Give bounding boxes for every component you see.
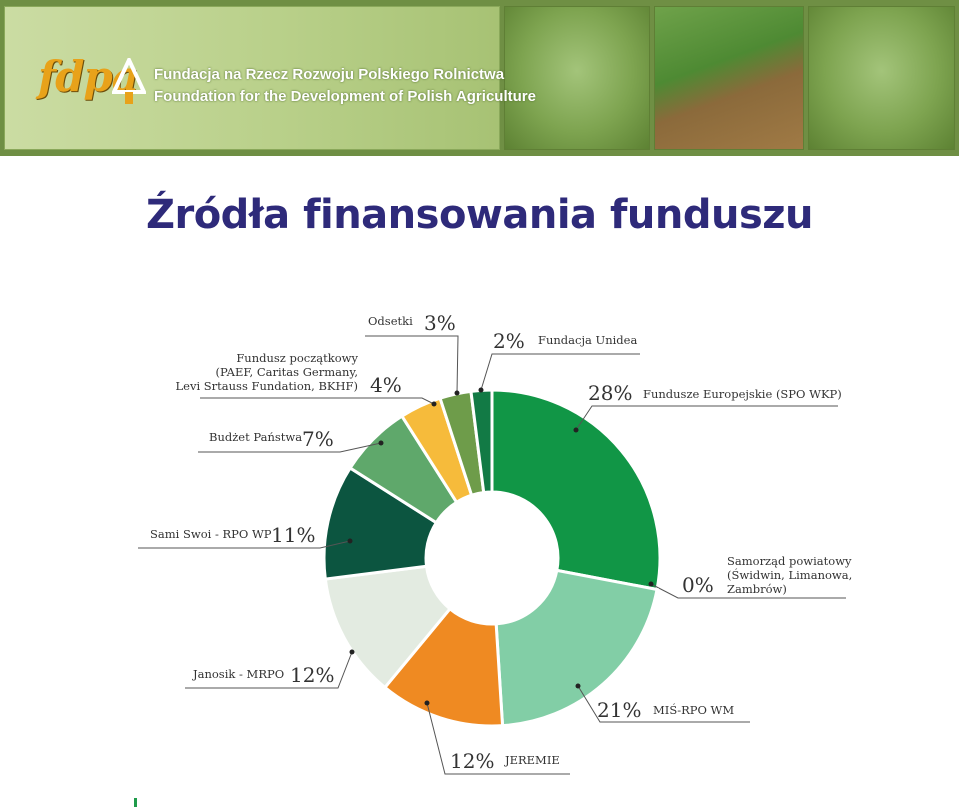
slice-percent-label: 2%	[493, 329, 525, 353]
leader-dot	[573, 427, 579, 433]
leader-dot	[431, 401, 437, 407]
donut-chart: 28% Fundusze Europejskie (SPO WKP) 0% Samor…	[138, 311, 852, 775]
slice-percent-label: 0%	[682, 573, 714, 597]
leader-dot	[575, 683, 581, 689]
footer-mark	[134, 798, 137, 807]
leader-line	[198, 442, 382, 453]
header-leaf-image	[504, 6, 650, 150]
slice-category-label: Fundusz początkowy	[236, 351, 358, 365]
slice-percent-label: 7%	[302, 427, 334, 451]
leader-line	[575, 405, 838, 431]
leader-line	[365, 335, 459, 394]
leader-dot	[347, 538, 353, 544]
leader-line	[138, 540, 351, 549]
page-title: Źródła finansowania funduszu	[145, 192, 814, 238]
slice-category-label: Fundacja Unidea	[538, 333, 637, 347]
pie-slice	[494, 568, 659, 728]
leader-dot	[378, 440, 384, 446]
leader-dot	[454, 390, 460, 396]
header-leaf-image-right	[808, 6, 955, 150]
leader-line	[650, 583, 846, 599]
header-logo-panel	[4, 6, 500, 150]
leader-line	[480, 353, 640, 391]
header-field-photo	[654, 6, 804, 150]
slice-category-label: Janosik - MRPO	[192, 667, 284, 681]
slice-category-label: Samorząd powiatowy	[727, 554, 852, 568]
slice-percent-label: 28%	[588, 381, 632, 405]
org-name-en: Foundation for the Development of Polish…	[154, 88, 536, 105]
slice-category-label: Zambrów)	[727, 582, 787, 596]
leader-line	[577, 685, 750, 723]
org-name-pl: Fundacja na Rzecz Rozwoju Polskiego Roln…	[154, 66, 505, 83]
slice-percent-label: 12%	[290, 663, 334, 687]
pie-slice	[490, 388, 662, 592]
leader-dot	[349, 649, 355, 655]
slice-category-label: MIŚ-RPO WM	[653, 703, 734, 717]
header-banner: fdpa Fundacja na Rzecz Rozwoju Polskiego…	[0, 0, 959, 156]
slice-category-label: (PAEF, Caritas Germany,	[215, 365, 358, 379]
slice-percent-label: 12%	[450, 749, 494, 773]
leader-dot	[424, 700, 430, 706]
leader-dot	[478, 387, 484, 393]
leader-dot	[648, 581, 654, 587]
leader-line	[426, 702, 570, 775]
pie-slice	[469, 388, 494, 495]
slice-percent-label: 21%	[597, 698, 641, 722]
slice-category-label: Fundusze Europejskie (SPO WKP)	[643, 387, 842, 401]
logo-triangle-icon	[112, 58, 146, 104]
slice-category-label: (Świdwin, Limanowa,	[727, 568, 852, 582]
slice-category-label: Sami Swoi - RPO WP	[150, 527, 272, 541]
slice-percent-label: 3%	[424, 311, 456, 335]
slice-category-label: Odsetki	[368, 314, 413, 328]
leader-line	[185, 651, 353, 689]
slice-category-label: JEREMIE	[504, 753, 560, 767]
slice-percent-label: 4%	[370, 373, 402, 397]
slice-category-label: Levi Srtauss Fundation, BKHF)	[176, 379, 358, 393]
slice-category-label: Budżet Państwa	[209, 430, 302, 444]
slice-percent-label: 11%	[271, 523, 315, 547]
leader-line	[200, 397, 435, 405]
